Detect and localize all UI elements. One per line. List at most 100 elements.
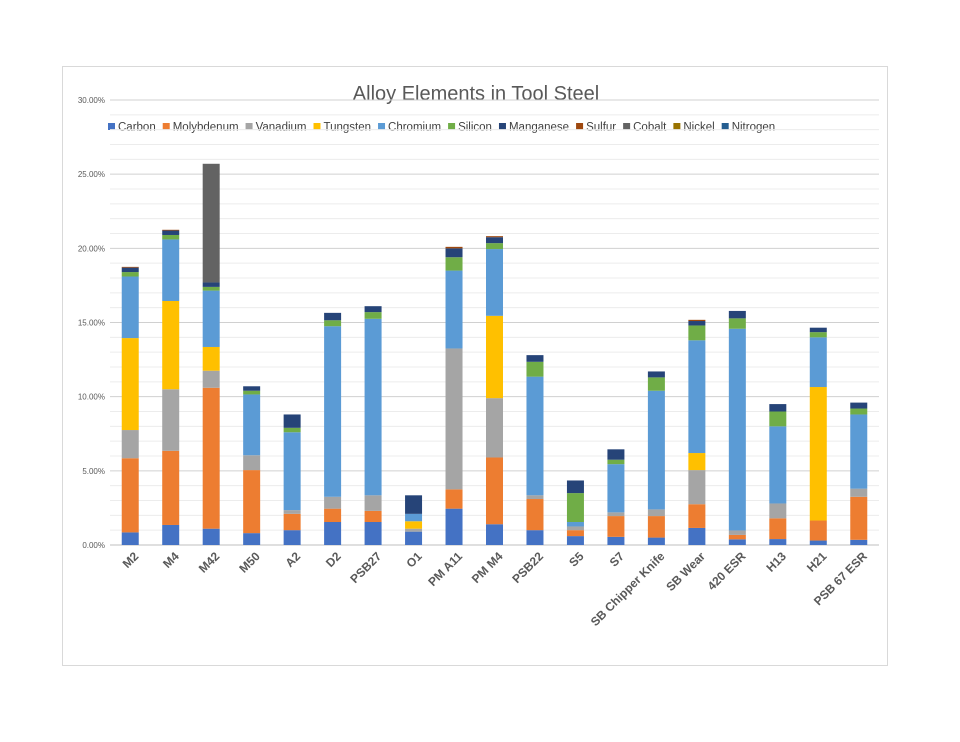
bar-o1-manganese [405, 495, 423, 514]
bar-psb22-molybdenum [526, 499, 544, 531]
bar-m4-sulfur [162, 229, 180, 231]
legend-item-molybdenum: Molybdenum [162, 122, 239, 134]
bar-h13-silicon [769, 411, 787, 427]
bar-stack-sb-wear [688, 319, 706, 545]
bar-psb-67-esr-silicon [850, 408, 868, 415]
bar-s7-manganese [607, 449, 625, 460]
bar-s5-vanadium [566, 526, 584, 531]
legend-item-sulfur: Sulfur [576, 122, 616, 134]
legend-item-chromium: Chromium [378, 122, 441, 134]
bar-sb-chipper-knife-carbon [647, 537, 665, 545]
bar-m4-chromium [162, 239, 180, 301]
bar-m2-sulfur [121, 266, 139, 268]
x-tick-label: M42 [196, 549, 223, 576]
x-tick-label: H21 [804, 549, 830, 575]
x-tick-label: 420 ESR [705, 549, 749, 593]
bar-pm-a11-vanadium [445, 348, 463, 490]
bar-d2-manganese [324, 312, 342, 321]
bar-psb-67-esr-manganese [850, 402, 868, 409]
bar-stack-pm-a11 [445, 246, 463, 545]
bar-sb-chipper-knife-molybdenum [647, 516, 665, 538]
bar-m4-carbon [162, 524, 180, 545]
bar-stack-psb-67-esr [850, 402, 868, 545]
legend-swatch [108, 123, 115, 130]
bar-stack-sb-chipper-knife [647, 371, 665, 545]
bar-h13-chromium [769, 426, 787, 504]
bar-m4-tungsten [162, 300, 180, 390]
bar-d2-chromium [324, 326, 342, 497]
legend-label: Vanadium [256, 122, 307, 134]
bar-sb-wear-vanadium [688, 470, 706, 505]
legend-item-cobalt: Cobalt [623, 122, 667, 134]
legend-label: Manganese [509, 122, 569, 134]
chart-area: Alloy Elements in Tool Steel Carbon Molyb… [62, 66, 888, 666]
bar-stack-h13 [769, 404, 787, 545]
bar-s5-chromium [566, 522, 584, 527]
bar-s5-molybdenum [566, 530, 584, 537]
legend-swatch [448, 123, 456, 130]
bar-a2-silicon [283, 427, 301, 433]
bar-psb-67-esr-vanadium [850, 488, 868, 497]
bar-sb-chipper-knife-silicon [647, 377, 665, 391]
y-tick-label: 10.00% [78, 393, 105, 402]
bar-stack-d2 [324, 312, 342, 545]
bar-psb22-chromium [526, 376, 544, 496]
bar-m2-manganese [121, 267, 139, 273]
bar-a2-molybdenum [283, 513, 301, 531]
bar-sb-wear-manganese [688, 321, 706, 326]
bar-psb27-vanadium [364, 495, 382, 511]
legend-swatch [623, 123, 631, 130]
bar-sb-wear-molybdenum [688, 504, 706, 528]
bar-m50-carbon [243, 533, 261, 545]
bar-psb-67-esr-chromium [850, 414, 868, 489]
x-tick-label: PM M4 [469, 549, 506, 586]
bar-m42-chromium [202, 290, 220, 347]
bar-psb27-silicon [364, 312, 382, 319]
bar-sb-wear-carbon [688, 527, 706, 545]
bar-stack-m4 [162, 229, 180, 545]
bar-sb-wear-chromium [688, 340, 706, 454]
bar-pm-a11-sulfur [445, 246, 463, 249]
bar-m4-manganese [162, 230, 180, 235]
bar-m42-tungsten [202, 346, 220, 371]
bar-pm-m4-chromium [486, 249, 503, 316]
bar-420-esr-molybdenum [728, 534, 746, 540]
legend-label: Nickel [683, 122, 714, 134]
x-tick-label: M50 [236, 549, 263, 576]
bar-h21-tungsten [809, 387, 827, 521]
x-tick-label: M2 [120, 549, 142, 571]
bar-420-esr-vanadium [728, 530, 746, 535]
x-tick-label: M4 [160, 549, 182, 571]
bar-m50-manganese [243, 386, 261, 391]
bar-pm-a11-silicon [445, 257, 463, 271]
legend-swatch [576, 123, 584, 130]
bar-h21-molybdenum [809, 520, 827, 541]
bar-m2-chromium [121, 276, 139, 339]
bar-o1-chromium [405, 513, 423, 522]
x-tick-label: S7 [607, 549, 628, 570]
legend-swatch [245, 123, 253, 130]
bar-h13-manganese [769, 404, 787, 412]
bar-m2-tungsten [121, 338, 139, 431]
bar-s7-carbon [607, 536, 625, 545]
bar-psb22-manganese [526, 355, 544, 362]
bar-420-esr-carbon [728, 539, 746, 545]
bar-s7-silicon [607, 459, 625, 465]
bar-stack-a2 [283, 414, 301, 545]
bar-a2-manganese [283, 414, 301, 428]
bar-sb-wear-tungsten [688, 453, 706, 471]
bar-420-esr-silicon [728, 318, 746, 329]
bar-pm-a11-chromium [445, 270, 463, 349]
bar-stack-o1 [405, 495, 423, 545]
bar-h13-vanadium [769, 503, 787, 519]
bar-m4-vanadium [162, 389, 180, 451]
bar-s7-molybdenum [607, 516, 625, 537]
legend-label: Nitrogen [732, 122, 775, 134]
bar-m42-carbon [202, 528, 220, 545]
x-tick-label: A2 [283, 549, 304, 570]
bar-o1-carbon [405, 531, 423, 545]
bar-pm-m4-vanadium [486, 398, 503, 458]
bar-pm-m4-molybdenum [486, 457, 503, 525]
bar-h21-chromium [809, 337, 827, 388]
bar-sb-chipper-knife-vanadium [647, 509, 665, 517]
